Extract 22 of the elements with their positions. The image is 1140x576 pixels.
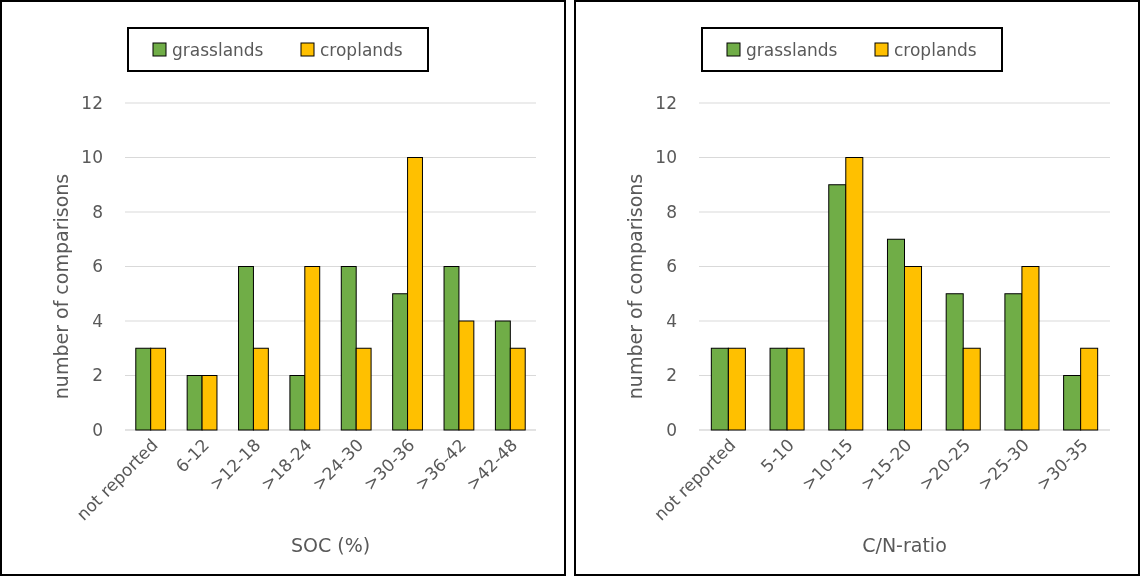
- y-tick-label: 12: [655, 92, 677, 113]
- y-tick-label: 0: [92, 419, 103, 440]
- y-tick-label: 8: [92, 201, 103, 222]
- legend-label: grasslands: [172, 39, 264, 60]
- y-axis-title: number of comparisons: [50, 173, 72, 400]
- x-axis-title: SOC (%): [290, 534, 371, 556]
- y-tick-label: 2: [666, 365, 677, 386]
- y-axis-title: number of comparisons: [624, 173, 646, 400]
- y-tick-label: 6: [666, 256, 677, 277]
- y-tick-label: 2: [92, 365, 103, 386]
- x-axis-title: C/N-ratio: [862, 534, 947, 556]
- y-tick-label: 4: [92, 310, 103, 331]
- legend-label: croplands: [894, 39, 977, 60]
- legend-label: grasslands: [746, 39, 838, 60]
- y-tick-label: 4: [666, 310, 677, 331]
- y-tick-label: 0: [666, 419, 677, 440]
- y-tick-label: 12: [81, 92, 103, 113]
- y-tick-label: 10: [655, 147, 677, 168]
- legend-label: croplands: [320, 39, 403, 60]
- y-tick-label: 6: [92, 256, 103, 277]
- y-tick-label: 10: [81, 147, 103, 168]
- y-tick-label: 8: [666, 201, 677, 222]
